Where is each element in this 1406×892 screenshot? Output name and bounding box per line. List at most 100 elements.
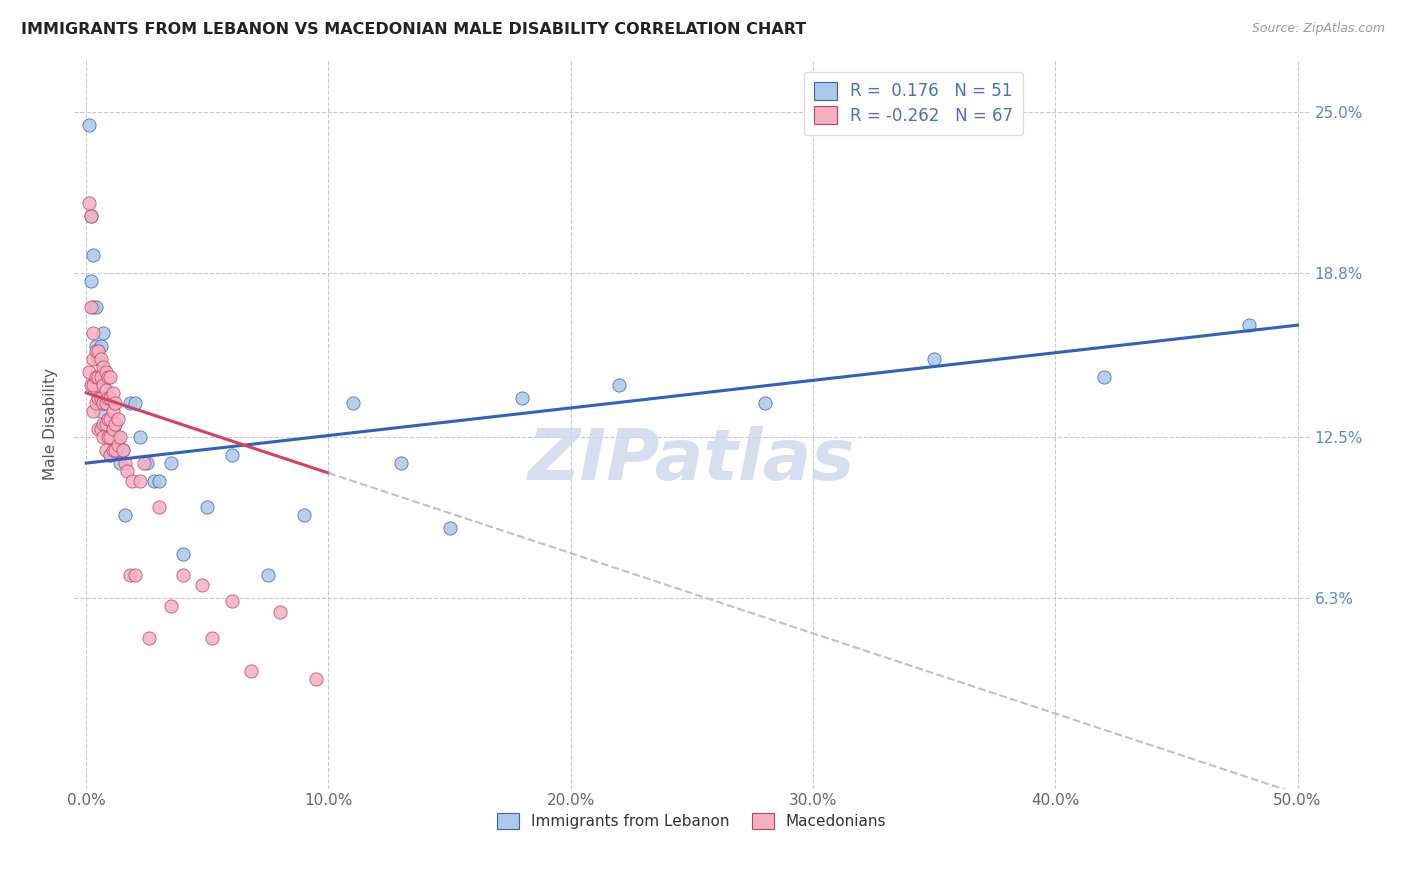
Point: [87, 344, 110, 359]
Point: [128, 475, 150, 489]
Point: [111, 443, 134, 458]
Legend: Immigrants from Lebanon, Macedonians: Immigrants from Lebanon, Macedonians: [491, 806, 893, 836]
Point: [84, 339, 107, 353]
Point: [124, 396, 146, 410]
Point: [101, 443, 124, 458]
Point: [172, 547, 194, 561]
Point: [82, 326, 104, 340]
Text: IMMIGRANTS FROM LEBANON VS MACEDONIAN MALE DISABILITY CORRELATION CHART: IMMIGRANTS FROM LEBANON VS MACEDONIAN MA…: [21, 22, 806, 37]
Point: [94, 396, 117, 410]
Point: [107, 430, 129, 444]
Point: [82, 248, 104, 262]
Point: [91, 326, 114, 340]
Point: [87, 370, 110, 384]
Point: [77, 365, 100, 379]
Point: [77, 195, 100, 210]
Point: [510, 391, 533, 405]
Point: [221, 448, 243, 462]
Point: [1092, 370, 1115, 384]
Point: [97, 391, 120, 405]
Point: [84, 300, 107, 314]
Point: [82, 351, 104, 366]
Point: [87, 391, 110, 405]
Point: [104, 396, 127, 410]
Point: [90, 422, 112, 436]
Point: [160, 599, 183, 614]
Point: [80, 209, 103, 223]
Point: [104, 417, 127, 431]
Point: [90, 339, 112, 353]
Point: [239, 665, 262, 679]
Point: [922, 351, 945, 366]
Point: [94, 365, 117, 379]
Point: [114, 456, 136, 470]
Point: [104, 417, 127, 431]
Point: [389, 456, 412, 470]
Point: [100, 422, 122, 436]
Point: [118, 396, 141, 410]
Point: [201, 631, 224, 645]
Point: [87, 391, 110, 405]
Point: [94, 422, 117, 436]
Point: [100, 448, 122, 462]
Point: [101, 443, 124, 458]
Point: [257, 568, 280, 582]
Point: [1237, 318, 1260, 333]
Point: [100, 370, 122, 384]
Point: [94, 383, 117, 397]
Point: [148, 500, 170, 515]
Point: [97, 422, 120, 436]
Point: [111, 443, 134, 458]
Point: [135, 456, 157, 470]
Point: [305, 672, 328, 686]
Point: [90, 404, 112, 418]
Point: [90, 370, 112, 384]
Point: [91, 396, 114, 410]
Point: [91, 365, 114, 379]
Point: [82, 378, 104, 392]
Point: [80, 378, 103, 392]
Point: [195, 500, 218, 515]
Text: Source: ZipAtlas.com: Source: ZipAtlas.com: [1251, 22, 1385, 36]
Point: [221, 594, 243, 608]
Point: [94, 417, 117, 431]
Point: [91, 396, 114, 410]
Point: [84, 344, 107, 359]
Point: [100, 391, 122, 405]
Point: [94, 396, 117, 410]
Point: [82, 300, 104, 314]
Point: [101, 385, 124, 400]
Point: [118, 568, 141, 582]
Point: [97, 412, 120, 426]
Point: [128, 430, 150, 444]
Point: [97, 391, 120, 405]
Point: [114, 508, 136, 523]
Point: [80, 209, 103, 223]
Point: [108, 456, 131, 470]
Point: [108, 430, 131, 444]
Point: [107, 412, 129, 426]
Point: [160, 456, 183, 470]
Point: [172, 568, 194, 582]
Point: [292, 508, 315, 523]
Point: [91, 359, 114, 374]
Point: [104, 443, 127, 458]
Point: [124, 568, 146, 582]
Point: [87, 422, 110, 436]
Point: [754, 396, 776, 410]
Point: [87, 351, 110, 366]
Y-axis label: Male Disability: Male Disability: [44, 368, 58, 480]
Point: [90, 351, 112, 366]
Point: [121, 475, 143, 489]
Point: [100, 412, 122, 426]
Point: [94, 443, 117, 458]
Point: [101, 422, 124, 436]
Point: [117, 464, 139, 478]
Point: [607, 378, 630, 392]
Point: [191, 578, 214, 592]
Point: [101, 404, 124, 418]
Point: [148, 475, 170, 489]
Point: [84, 370, 107, 384]
Point: [134, 456, 156, 470]
Point: [97, 430, 120, 444]
